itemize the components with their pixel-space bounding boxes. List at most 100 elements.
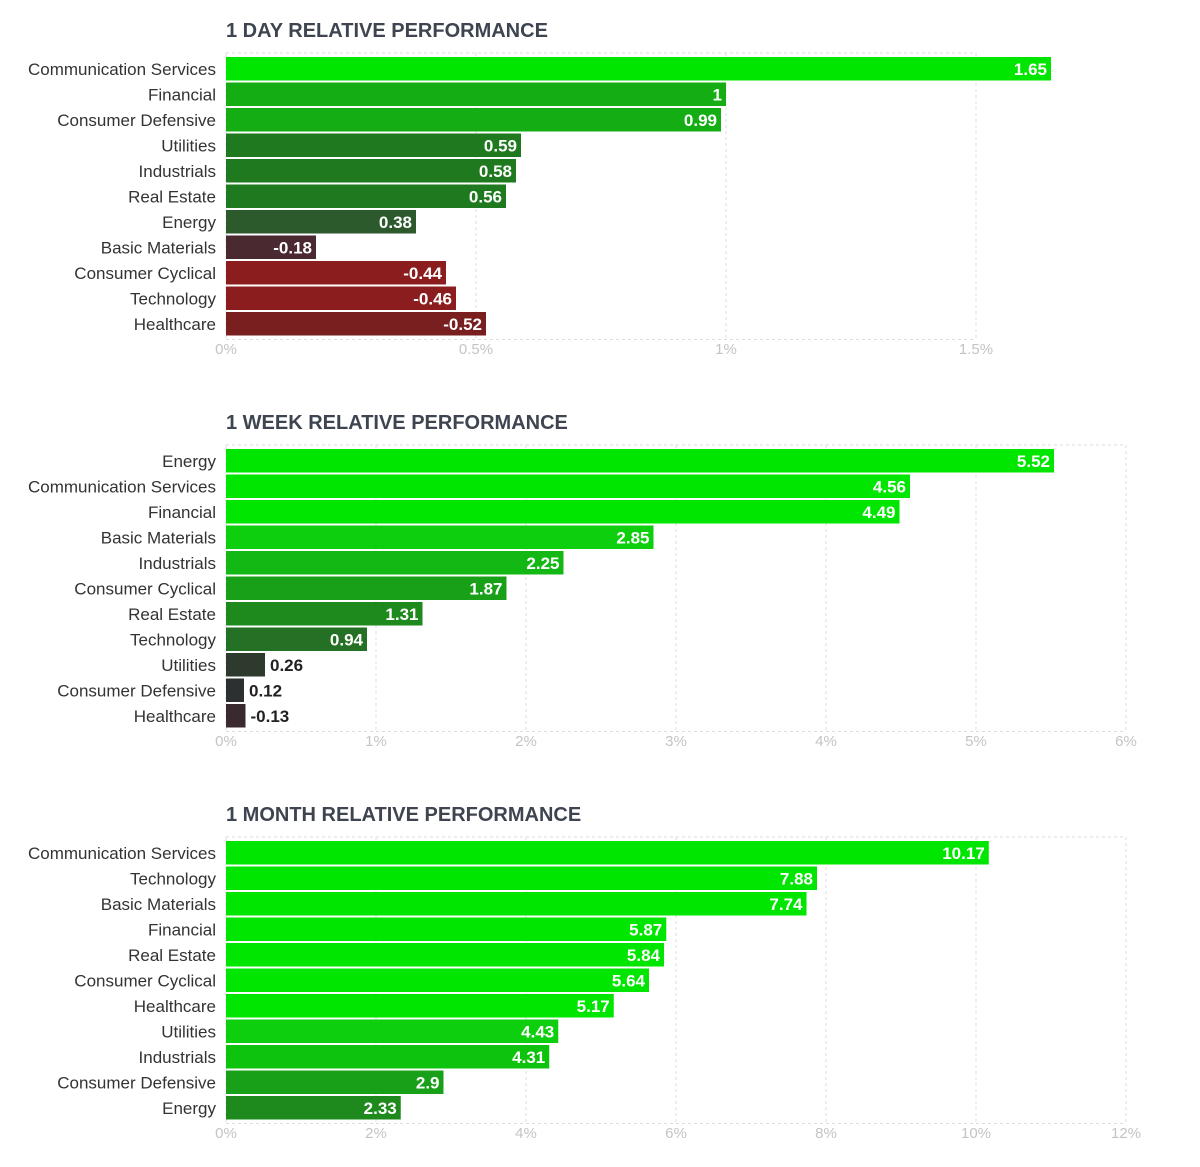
x-tick-label: 5% (965, 733, 987, 750)
bar-value-label: 0.58 (479, 162, 512, 181)
x-tick-label: 4% (515, 1125, 537, 1142)
bar-value-label: 1.31 (385, 605, 418, 624)
x-tick-label: 8% (815, 1125, 837, 1142)
bar-value-label: 0.12 (249, 682, 282, 701)
gridlines (225, 52, 977, 340)
bar-value-label: 0.59 (484, 137, 517, 156)
category-label: Healthcare (134, 315, 216, 334)
bar-value-label: 2.85 (616, 529, 649, 548)
chart-title: 1 WEEK RELATIVE PERFORMANCE (226, 412, 568, 434)
bar-value-label: 1.87 (469, 580, 502, 599)
category-label: Technology (130, 870, 217, 889)
category-label: Utilities (161, 137, 216, 156)
category-label: Energy (162, 452, 216, 471)
x-tick-label: 2% (515, 733, 537, 750)
bar (226, 994, 614, 1018)
bar (226, 917, 667, 941)
chart-title: 1 MONTH RELATIVE PERFORMANCE (226, 804, 581, 826)
bar-value-label: 0.56 (469, 188, 502, 207)
bar (226, 449, 1054, 473)
category-label: Technology (130, 290, 217, 309)
bar (226, 892, 807, 916)
bar (226, 57, 1051, 81)
category-label: Healthcare (134, 707, 216, 726)
bar (226, 943, 664, 967)
bar (226, 312, 486, 336)
bar (226, 602, 423, 626)
category-label: Financial (148, 86, 216, 105)
category-label: Industrials (139, 162, 216, 181)
bar-value-label: 7.74 (769, 895, 803, 914)
x-tick-label: 6% (665, 1125, 687, 1142)
bar-value-label: 0.38 (379, 213, 412, 232)
category-label: Basic Materials (101, 895, 216, 914)
category-label: Energy (162, 1099, 216, 1118)
bar (226, 678, 244, 702)
bar (226, 841, 989, 865)
bar (226, 133, 521, 157)
category-label: Technology (130, 631, 217, 650)
x-tick-label: 6% (1115, 733, 1137, 750)
bar (226, 866, 817, 890)
category-label: Real Estate (128, 188, 216, 207)
bar (226, 551, 564, 575)
category-label: Utilities (161, 656, 216, 675)
category-label: Consumer Defensive (57, 682, 216, 701)
bar-value-label: 1.65 (1014, 60, 1047, 79)
x-tick-label: 3% (665, 733, 687, 750)
bar-value-label: 0.94 (330, 631, 364, 650)
category-label: Healthcare (134, 997, 216, 1016)
bar (226, 474, 910, 498)
bar-value-label: 5.87 (629, 921, 662, 940)
bar (226, 1070, 444, 1094)
gridlines (225, 444, 1127, 732)
bar (226, 704, 246, 728)
bar (226, 500, 900, 524)
x-tick-label: 1% (365, 733, 387, 750)
x-tick-label: 10% (961, 1125, 991, 1142)
bar-value-label: 4.43 (521, 1023, 554, 1042)
category-label: Consumer Cyclical (74, 580, 216, 599)
chart-panel: 1 DAY RELATIVE PERFORMANCE 0% 0.5% 1% 1.5% Co… (28, 20, 1051, 358)
category-label: Industrials (139, 1048, 216, 1067)
category-label: Energy (162, 213, 216, 232)
bar-value-label: -0.18 (273, 239, 312, 258)
bar-value-label: 0.99 (684, 111, 717, 130)
category-label: Communication Services (28, 844, 216, 863)
x-tick-label: 0.5% (459, 341, 493, 358)
category-label: Basic Materials (101, 529, 216, 548)
x-tick-label: 1.5% (959, 341, 993, 358)
bar-value-label: 5.84 (627, 946, 661, 965)
category-label: Communication Services (28, 478, 216, 497)
x-tick-label: 2% (365, 1125, 387, 1142)
category-label: Communication Services (28, 60, 216, 79)
category-label: Basic Materials (101, 239, 216, 258)
bar-value-label: -0.52 (443, 315, 482, 334)
bar-value-label: -0.13 (251, 707, 290, 726)
category-label: Consumer Cyclical (74, 972, 216, 991)
bar-value-label: -0.44 (403, 264, 442, 283)
bar-value-label: 4.56 (873, 478, 906, 497)
bar (226, 184, 506, 208)
bar (226, 108, 721, 132)
category-label: Financial (148, 921, 216, 940)
bar-value-label: 5.64 (612, 972, 646, 991)
category-label: Consumer Defensive (57, 1074, 216, 1093)
bar (226, 1045, 550, 1069)
bar-value-label: 7.88 (780, 870, 813, 889)
bar-value-label: 5.17 (577, 997, 610, 1016)
bar (226, 235, 316, 259)
x-tick-label: 12% (1111, 1125, 1141, 1142)
x-tick-label: 0% (215, 1125, 237, 1142)
bar (226, 1019, 559, 1043)
bar (226, 286, 456, 310)
bar-value-label: 2.25 (526, 554, 559, 573)
bar-value-label: -0.46 (413, 290, 452, 309)
bar (226, 968, 649, 992)
bar-value-label: 4.49 (862, 503, 895, 522)
bar (226, 82, 726, 106)
chart-panel: 1 WEEK RELATIVE PERFORMANCE 0% 1% 2% 3% 4% 5% 6… (28, 412, 1137, 750)
category-label: Industrials (139, 554, 216, 573)
bar-value-label: 1 (713, 86, 722, 105)
